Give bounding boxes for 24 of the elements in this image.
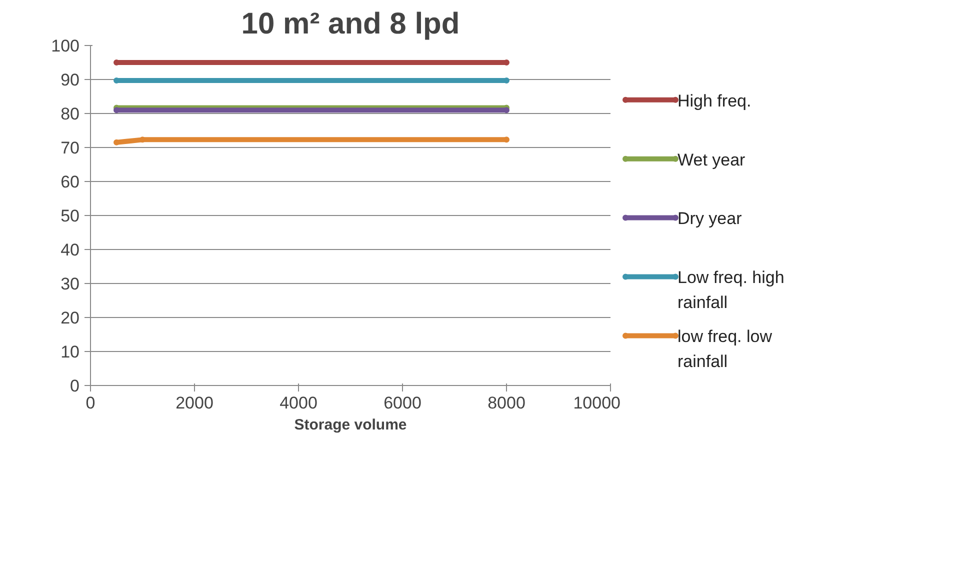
y-tick-label: 0	[70, 376, 80, 396]
y-tick-label: 40	[60, 240, 80, 260]
chart-title: 10 m² and 8 lpd	[241, 8, 460, 40]
legend-label: Low freq. high rainfall	[678, 268, 784, 312]
x-axis-title: Storage volume	[294, 416, 407, 434]
y-tick-label: 90	[60, 70, 80, 90]
x-tick-label: 6000	[384, 394, 422, 412]
x-tick-label: 10000	[573, 394, 621, 412]
legend-label: Dry year	[678, 209, 742, 228]
x-tick-label: 8000	[488, 394, 526, 412]
legend-label: low freq. low rainfall	[678, 327, 773, 371]
y-tick-label: 80	[60, 104, 80, 124]
legend-label: Wet year	[678, 150, 746, 170]
y-tick-label: 20	[60, 308, 80, 328]
y-tick-label: 30	[60, 274, 80, 294]
y-tick-label: 70	[60, 138, 80, 158]
x-tick-label: 0	[86, 394, 96, 412]
x-tick-label: 4000	[280, 394, 318, 412]
y-tick-label: 10	[60, 342, 80, 362]
x-tick-label: 2000	[176, 394, 214, 412]
legend-label: High freq.	[678, 91, 752, 110]
y-tick-label: 60	[60, 172, 80, 192]
y-tick-label: 50	[60, 206, 80, 226]
y-tick-label: 100	[51, 36, 80, 56]
